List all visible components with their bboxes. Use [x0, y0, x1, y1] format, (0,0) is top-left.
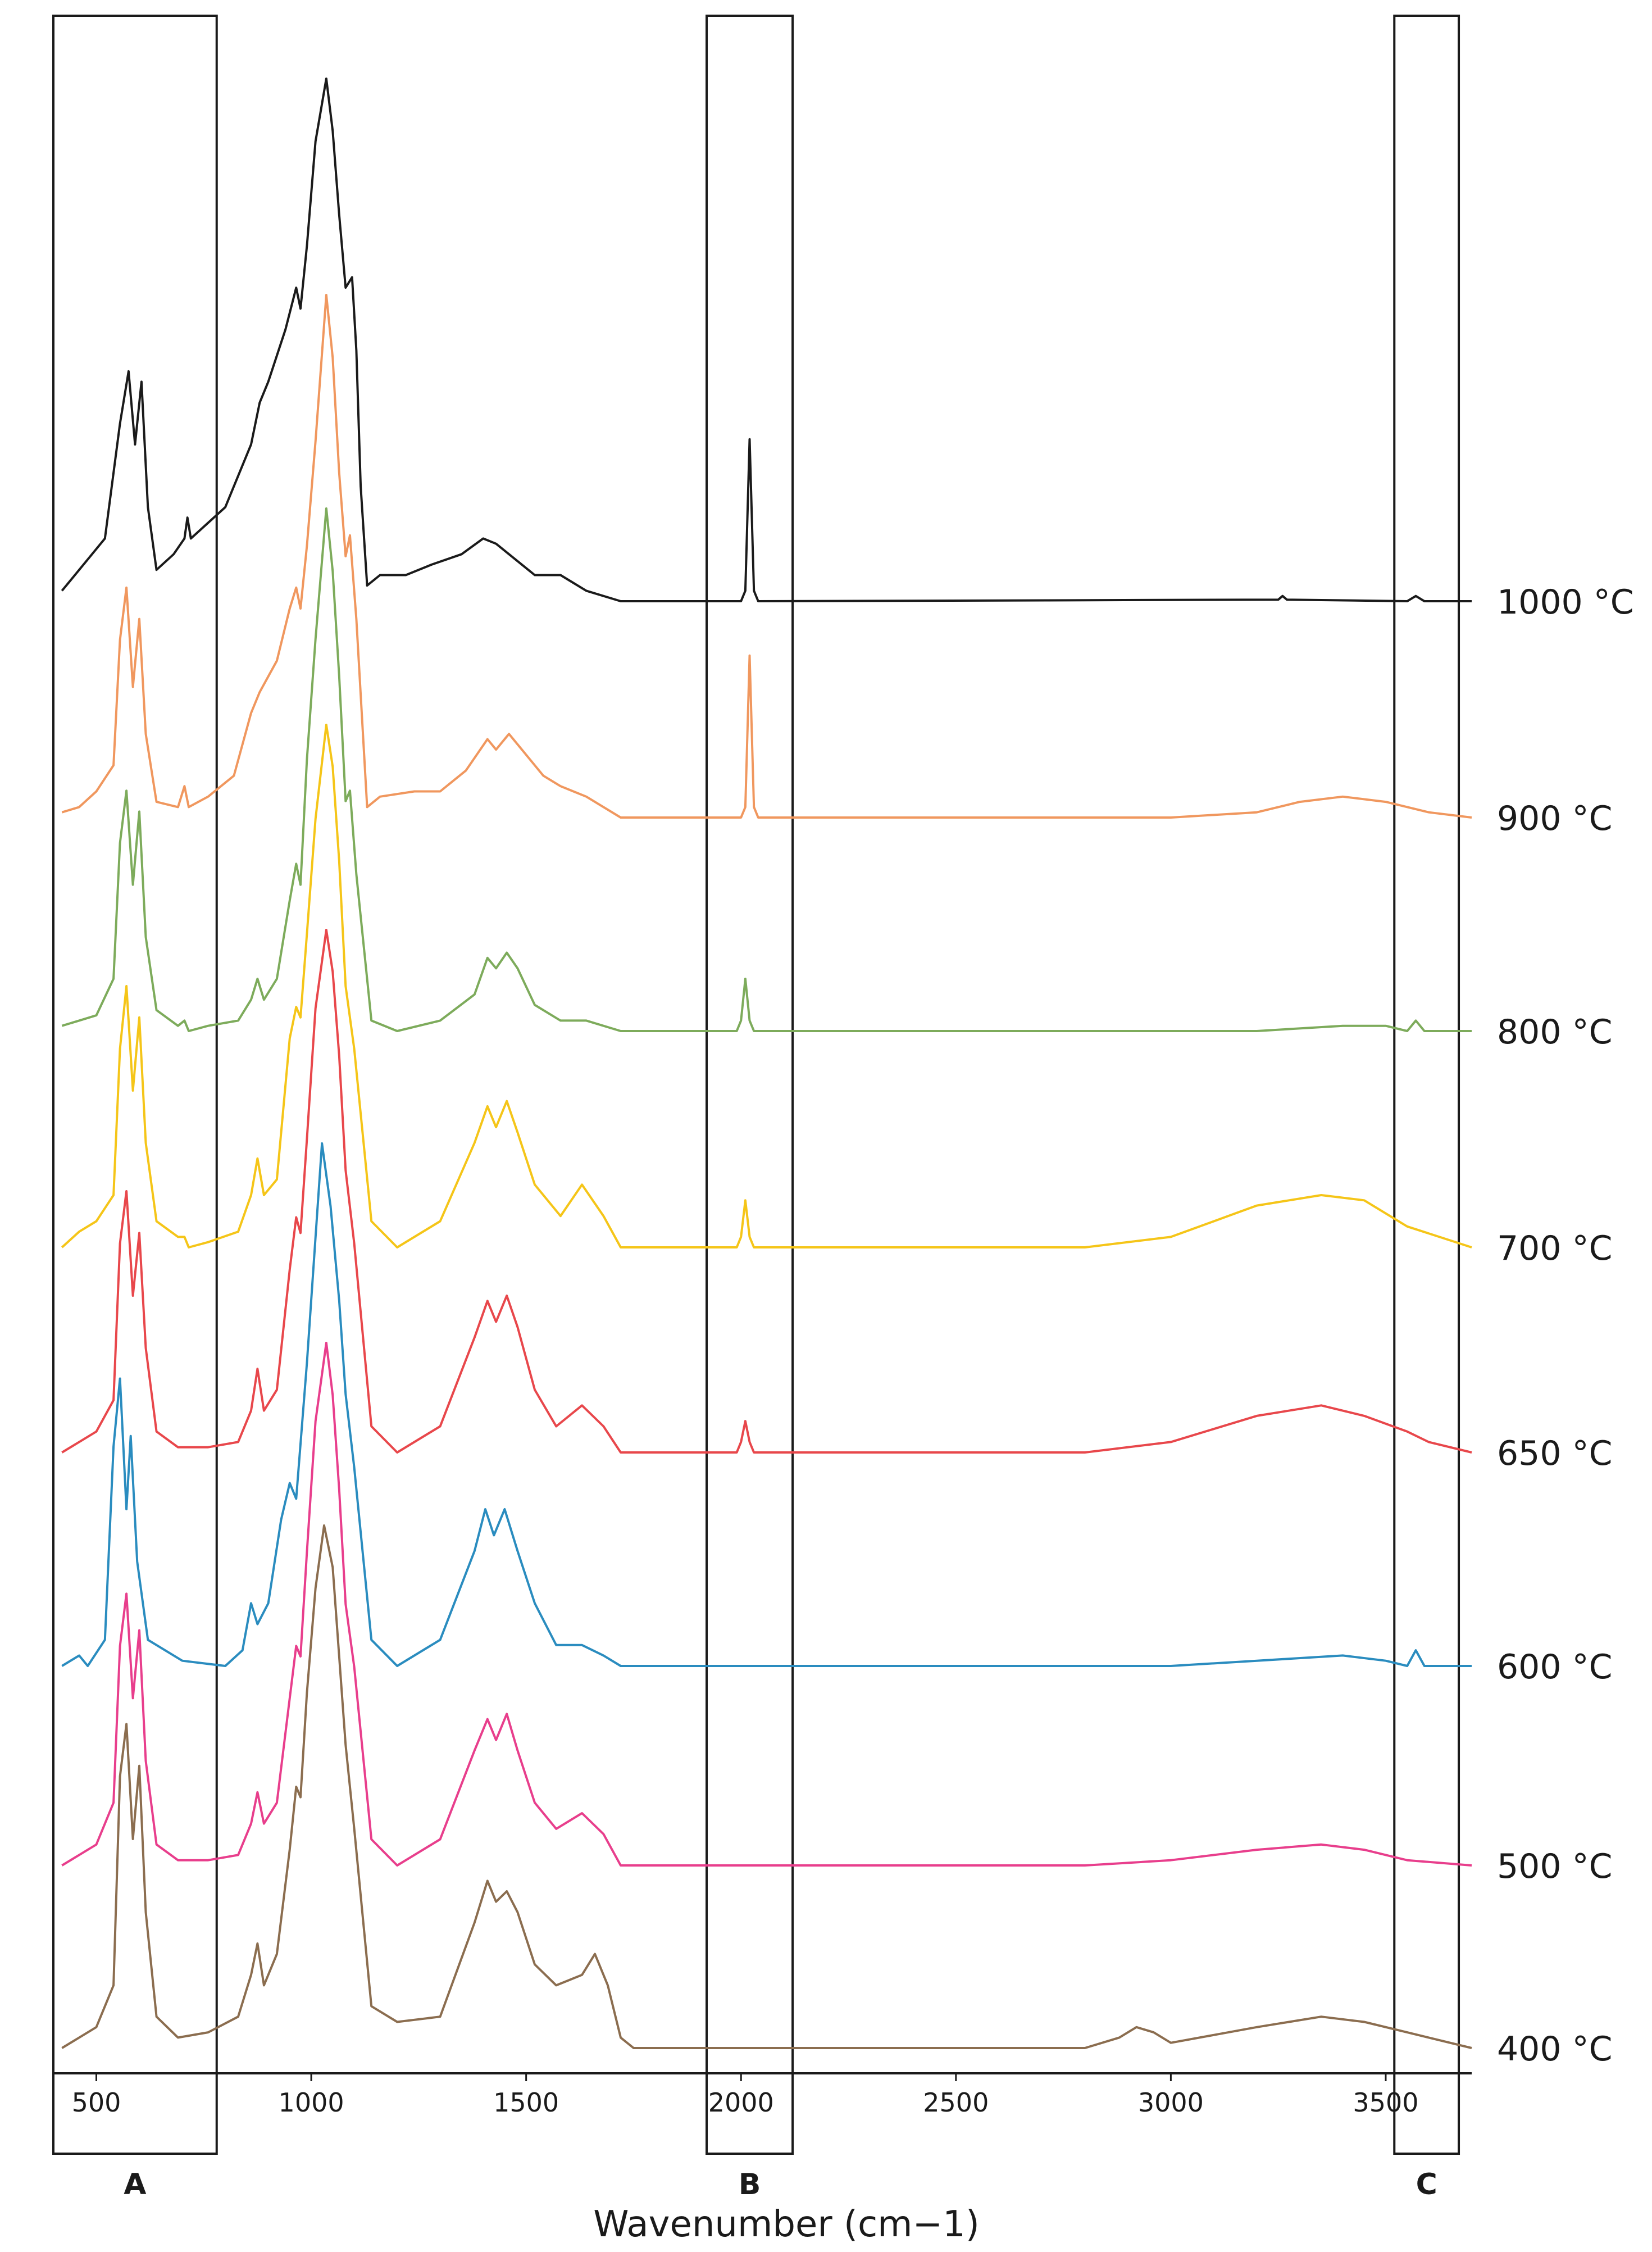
- region-box-a: [52, 15, 218, 2155]
- series-labels: 1000 °C 900 °C 800 °C 700 °C 650 °C 600 °C 500…: [1497, 583, 1634, 2069]
- x-tick-label: 1000: [279, 2087, 344, 2118]
- series-label-7: 400 °C: [1497, 2029, 1613, 2069]
- x-tick-label: 2000: [708, 2087, 774, 2118]
- spectra-series: [61, 78, 1472, 2049]
- series-line-0: [61, 78, 1472, 602]
- series-line-6: [61, 1342, 1472, 1867]
- series-label-2: 800 °C: [1497, 1013, 1613, 1052]
- series-line-2: [61, 507, 1472, 1032]
- x-tick-label: 500: [72, 2087, 121, 2118]
- series-line-4: [61, 929, 1472, 1454]
- series-line-7: [61, 1524, 1472, 2049]
- region-box-c: [1393, 15, 1460, 2155]
- series-line-3: [61, 724, 1472, 1248]
- region-boxes: A B C: [52, 15, 1460, 2201]
- x-tick-label: 3500: [1353, 2087, 1418, 2118]
- x-tick-label: 1500: [493, 2087, 559, 2118]
- series-line-1: [61, 294, 1472, 819]
- x-axis-ticks: 500 1000 1500 2000 2500 3000 3500: [72, 2073, 1419, 2118]
- region-label-b: B: [739, 2168, 761, 2201]
- series-label-6: 500 °C: [1497, 1847, 1613, 1886]
- series-label-5: 600 °C: [1497, 1647, 1613, 1687]
- series-label-0: 1000 °C: [1497, 583, 1634, 622]
- x-tick-label: 2500: [923, 2087, 989, 2118]
- x-axis-title: Wavenumber (cm−1): [593, 2204, 980, 2245]
- series-label-3: 700 °C: [1497, 1229, 1613, 1268]
- series-label-4: 650 °C: [1497, 1434, 1613, 1473]
- series-label-1: 900 °C: [1497, 799, 1613, 838]
- region-label-a: A: [124, 2168, 146, 2201]
- region-label-c: C: [1416, 2168, 1437, 2201]
- region-box-b: [706, 15, 794, 2155]
- series-line-5: [61, 1142, 1472, 1667]
- x-tick-label: 3000: [1138, 2087, 1204, 2118]
